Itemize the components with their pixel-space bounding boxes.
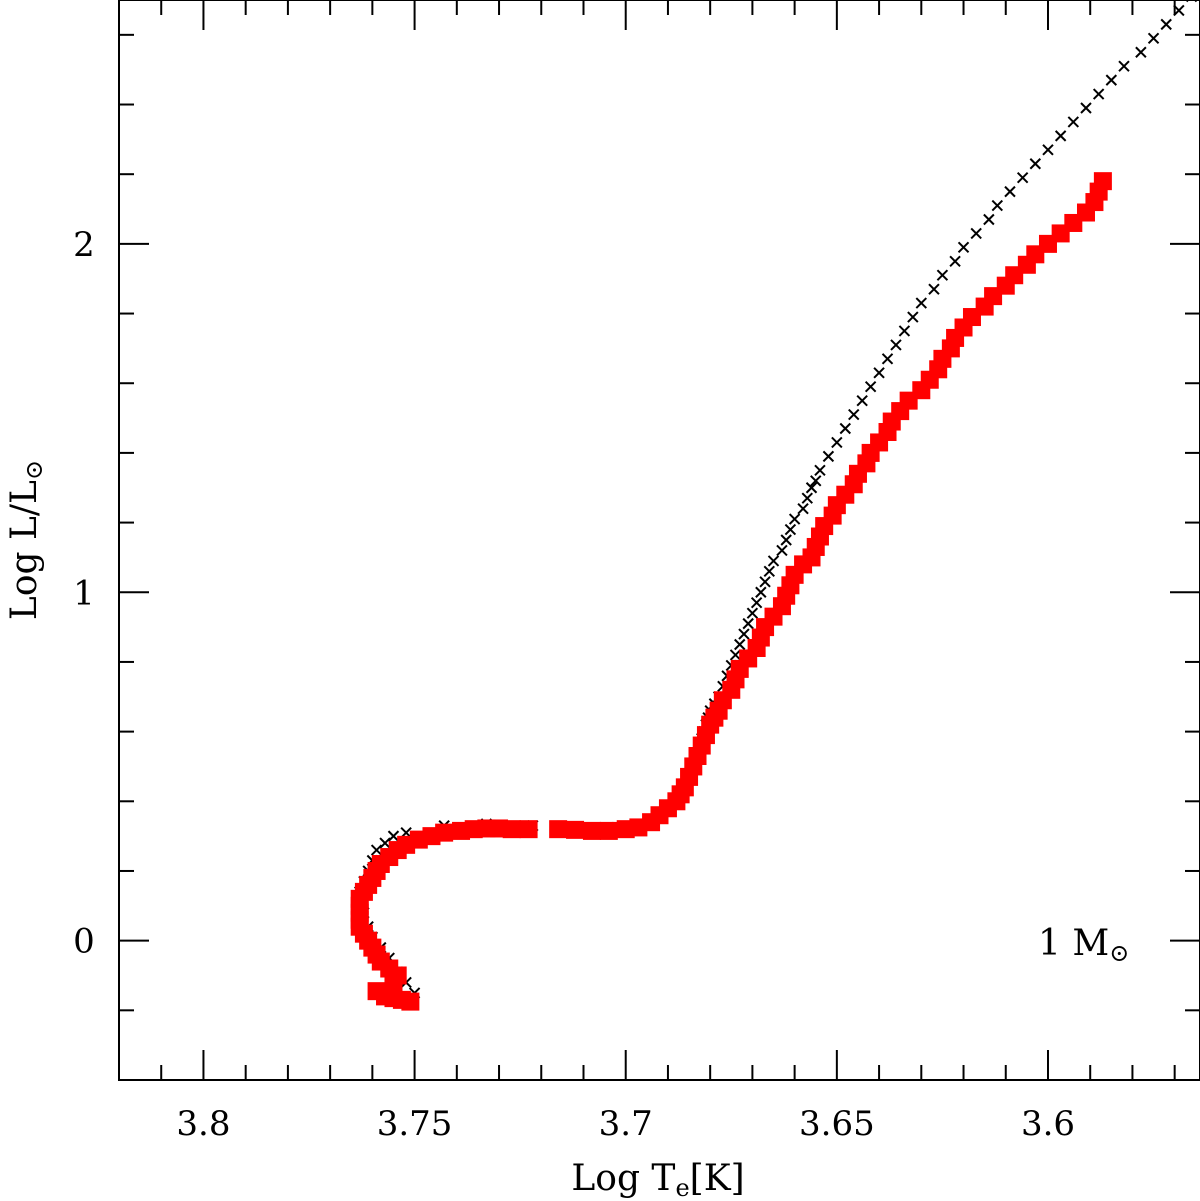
- data-point-cross: [864, 381, 877, 393]
- data-point-cross: [831, 436, 843, 449]
- data-point-cross: [1004, 185, 1016, 198]
- data-point-cross: [970, 227, 982, 240]
- x-axis-label-main: Log T: [571, 1158, 675, 1199]
- mass-annotation-text: 1 M: [1038, 923, 1109, 964]
- data-point-cross: [907, 311, 919, 323]
- data-point-cross: [805, 482, 818, 494]
- data-point-cross: [1092, 88, 1105, 100]
- data-point-cross: [1042, 144, 1054, 156]
- data-point-cross: [738, 628, 750, 640]
- data-point-cross: [776, 544, 788, 557]
- series-0: [353, 0, 1198, 999]
- data-point-cross: [763, 565, 775, 578]
- data-point-square: [519, 820, 538, 839]
- y-axis-label-main: Log L/L: [4, 480, 45, 620]
- data-point-cross: [928, 283, 940, 295]
- x-axis-label-unit: [K]: [690, 1158, 745, 1199]
- mass-annotation-sub: ⊙: [1109, 939, 1129, 967]
- axis-ticks: [118, 0, 1200, 1081]
- plot-frame: [118, 0, 1200, 1081]
- data-point-cross: [1173, 4, 1185, 17]
- data-point-square: [1093, 172, 1112, 191]
- data-point-cross: [759, 576, 771, 588]
- data-point-cross: [949, 255, 961, 267]
- data-point-cross: [1135, 46, 1147, 58]
- data-point-cross: [1080, 102, 1092, 114]
- data-point-cross: [814, 464, 826, 477]
- data-point-cross: [1105, 74, 1118, 86]
- x-axis-label: Log Te[K]: [571, 1158, 744, 1201]
- x-axis-label-sub: e: [675, 1174, 689, 1201]
- x-tick-label: 3.6: [1021, 1104, 1075, 1144]
- data-point-cross: [755, 586, 767, 598]
- data-point-cross: [387, 830, 400, 842]
- data-point-cross: [750, 597, 763, 609]
- data-point-cross: [1054, 130, 1067, 142]
- data-point-cross: [848, 408, 860, 421]
- data-point-cross: [936, 269, 949, 281]
- data-point-cross: [379, 837, 391, 849]
- data-point-square: [367, 982, 386, 1001]
- data-point-square: [566, 820, 585, 839]
- series-1: [350, 172, 1112, 1011]
- y-axis-label: Log L/L⊙: [4, 460, 48, 620]
- data-point-cross: [1118, 60, 1130, 72]
- data-point-cross: [1029, 158, 1042, 170]
- data-point-cross: [742, 617, 754, 630]
- data-point-cross: [856, 394, 868, 407]
- data-point-cross: [1160, 18, 1172, 31]
- data-point-cross: [983, 213, 995, 226]
- data-point-cross: [822, 450, 835, 463]
- data-point-square: [435, 823, 454, 842]
- data-point-cross: [767, 555, 780, 567]
- data-point-cross: [1016, 171, 1029, 184]
- y-tick-label: 0: [73, 922, 95, 962]
- data-point-cross: [1067, 116, 1080, 128]
- data-point-cross: [991, 199, 1004, 212]
- data-point-cross: [746, 607, 759, 619]
- x-tick-label: 3.65: [799, 1104, 875, 1144]
- x-tick-label: 3.7: [599, 1104, 653, 1144]
- y-tick-label: 2: [73, 225, 95, 265]
- data-point-cross: [915, 297, 928, 309]
- data-point-cross: [873, 367, 885, 379]
- tick-labels: 3.8 3.75 3.7 3.65 3.6 0 1 2: [73, 225, 1075, 1144]
- data-point-square: [502, 820, 521, 839]
- data-point-cross: [788, 513, 801, 525]
- y-axis-label-sub: ⊙: [20, 460, 48, 480]
- data-point-square: [599, 821, 618, 840]
- data-point-cross: [810, 475, 822, 487]
- data-point-square: [582, 821, 601, 840]
- y-tick-label: 1: [73, 573, 95, 613]
- data-point-cross: [797, 502, 809, 515]
- data-point-cross: [1147, 32, 1160, 45]
- data-point-cross: [890, 339, 902, 351]
- data-point-cross: [898, 325, 911, 337]
- series-layer: [350, 0, 1198, 1011]
- data-point-cross: [729, 649, 742, 661]
- x-tick-label: 3.8: [176, 1104, 230, 1144]
- x-tick-label: 3.75: [377, 1104, 453, 1144]
- data-point-cross: [734, 638, 746, 651]
- data-point-cross: [784, 523, 797, 536]
- data-point-cross: [780, 534, 792, 546]
- data-point-cross: [370, 844, 383, 856]
- data-point-cross: [881, 353, 894, 365]
- data-point-cross: [801, 492, 814, 504]
- data-point-cross: [957, 241, 970, 254]
- data-point-square: [549, 820, 568, 839]
- mass-annotation: 1 M⊙: [1038, 923, 1129, 967]
- data-point-cross: [839, 422, 852, 435]
